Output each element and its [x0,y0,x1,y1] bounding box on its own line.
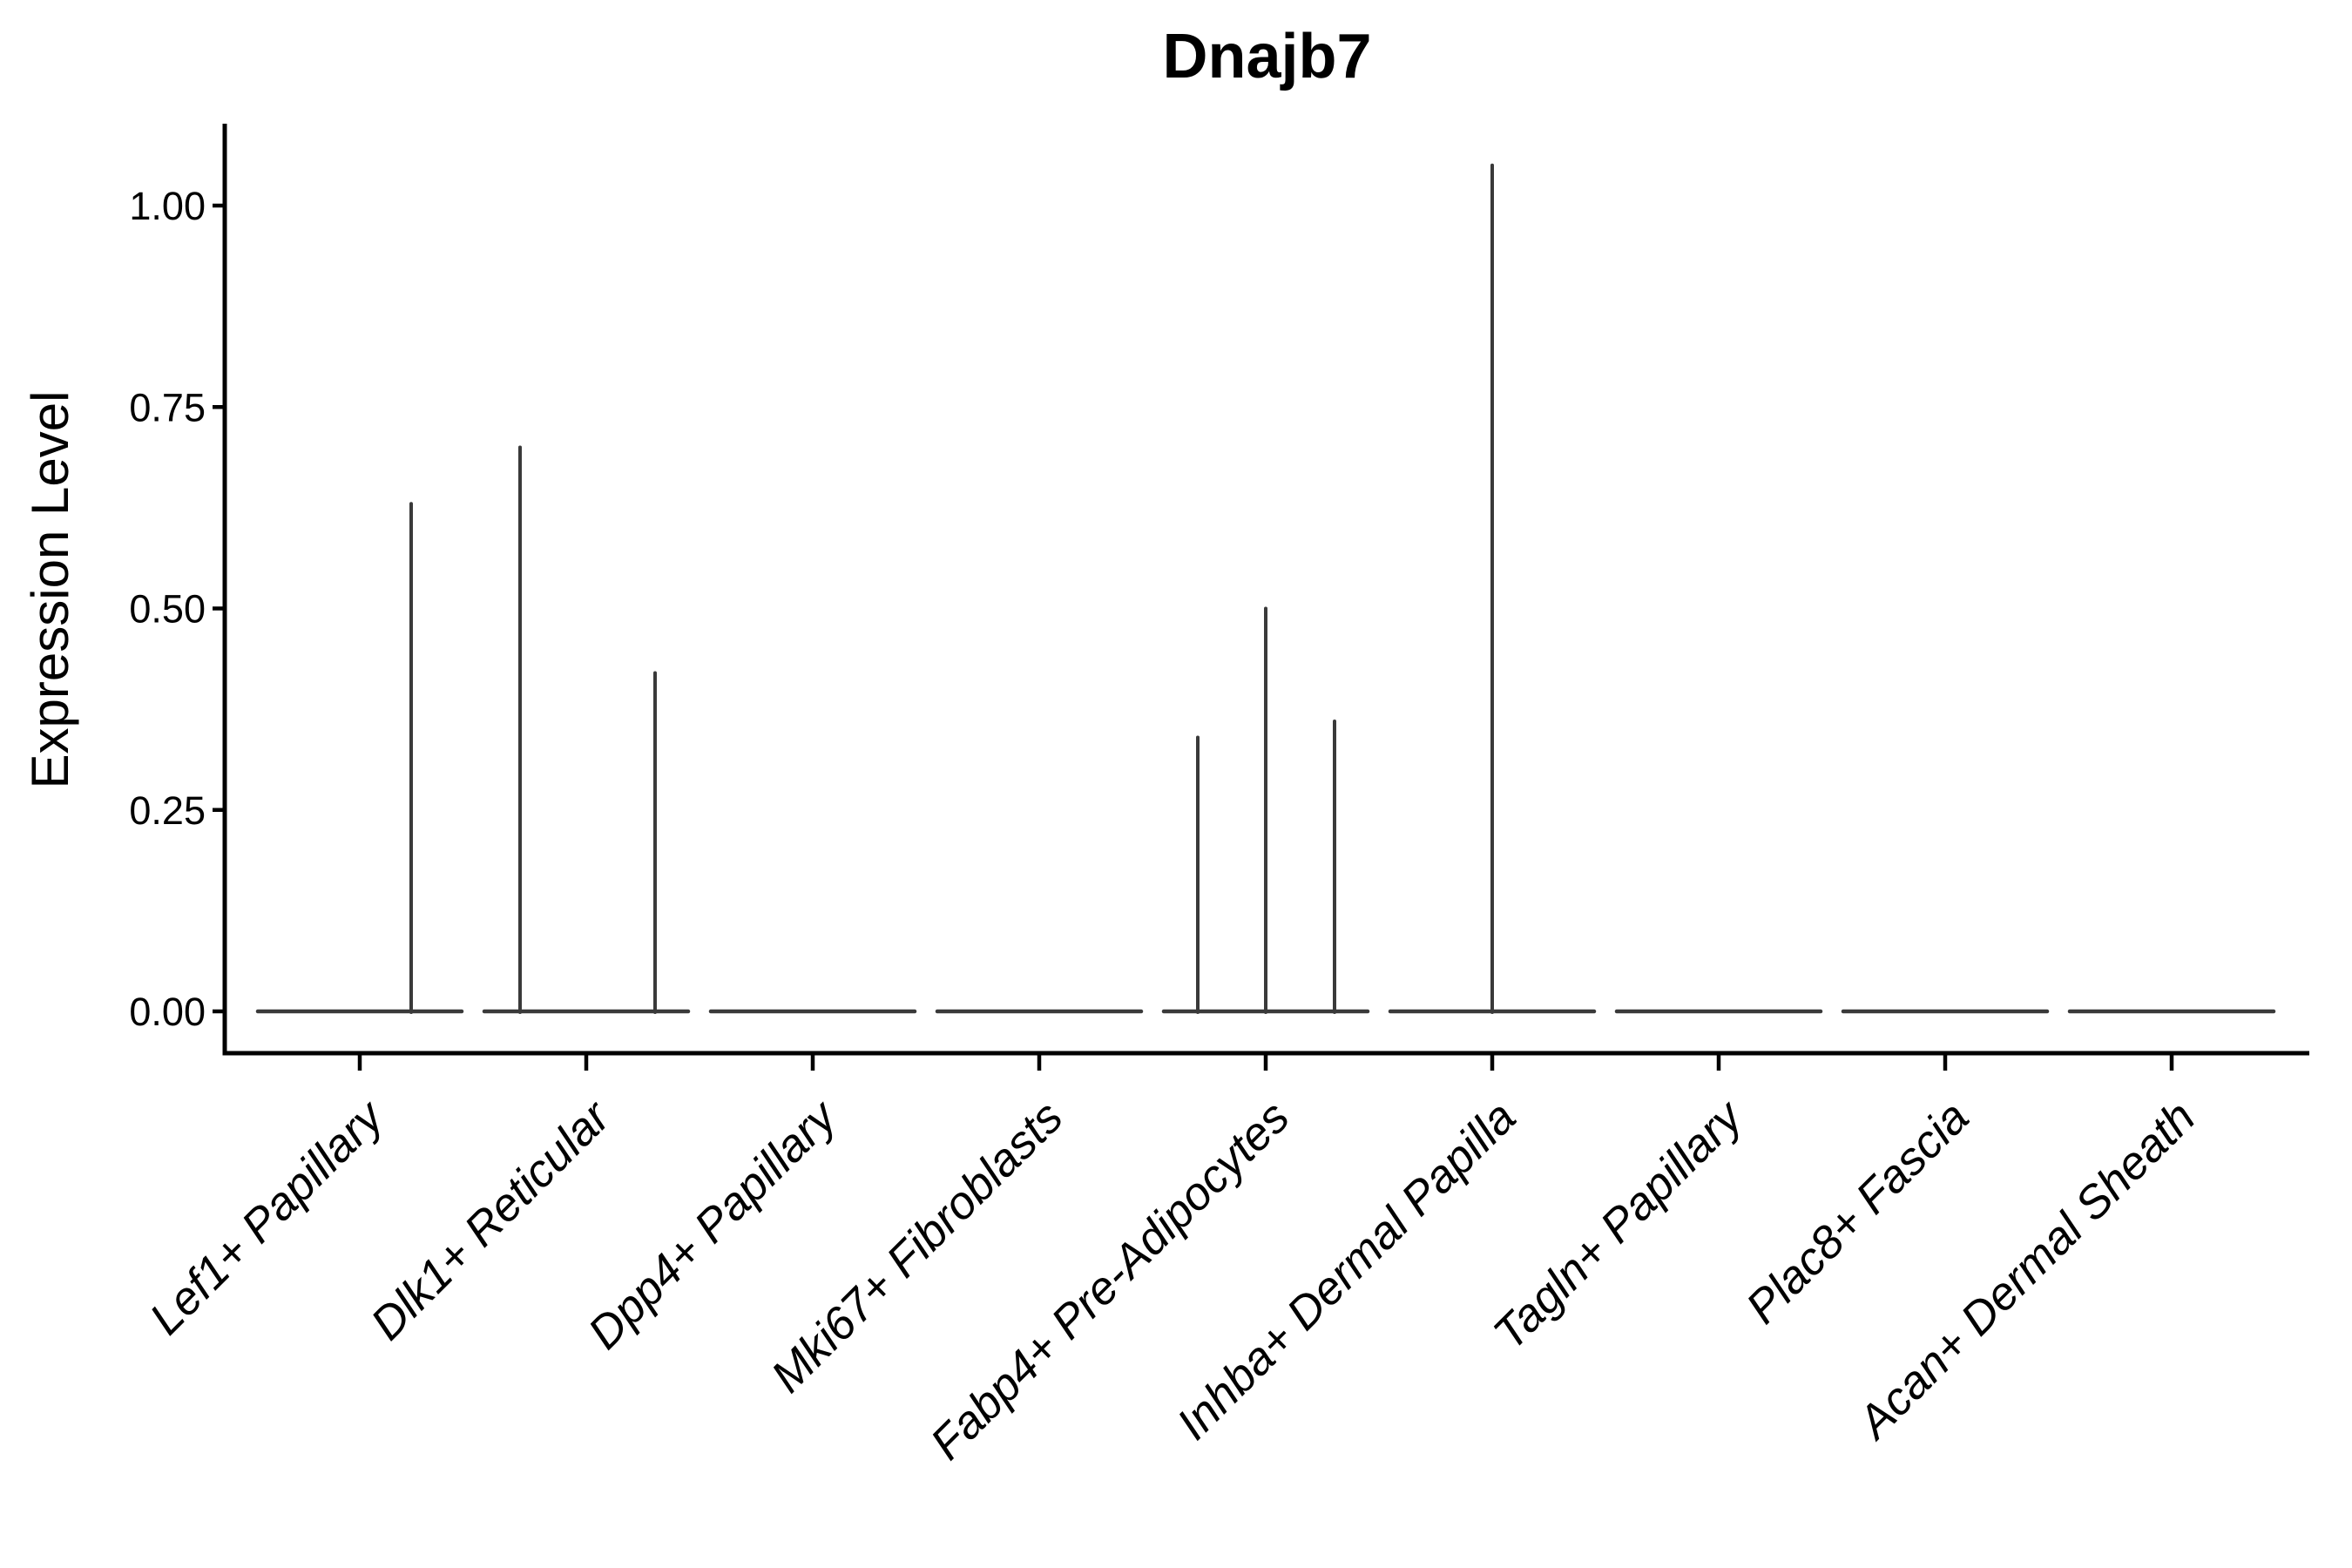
plot-title: Dnajb7 [1162,22,1372,91]
x-tick-label: Lef1+ Papillary [140,1089,395,1344]
y-tick-label: 0.25 [129,788,206,833]
y-tick-label: 1.00 [129,184,206,228]
y-tick-label: 0.00 [129,990,206,1034]
y-tick-label: 0.50 [129,587,206,632]
x-tick-label: Fabp4+ Pre-Adipocytes [921,1092,1299,1470]
y-tick-label: 0.75 [129,385,206,429]
x-tick-label: Tagln+ Papillary [1484,1089,1754,1360]
x-tick-label: Dlk1+ Reticular [362,1090,622,1350]
x-tick-label: Plac8+ Fascia [1736,1092,1978,1334]
x-tick-label: Dpp4+ Papillary [578,1089,848,1359]
